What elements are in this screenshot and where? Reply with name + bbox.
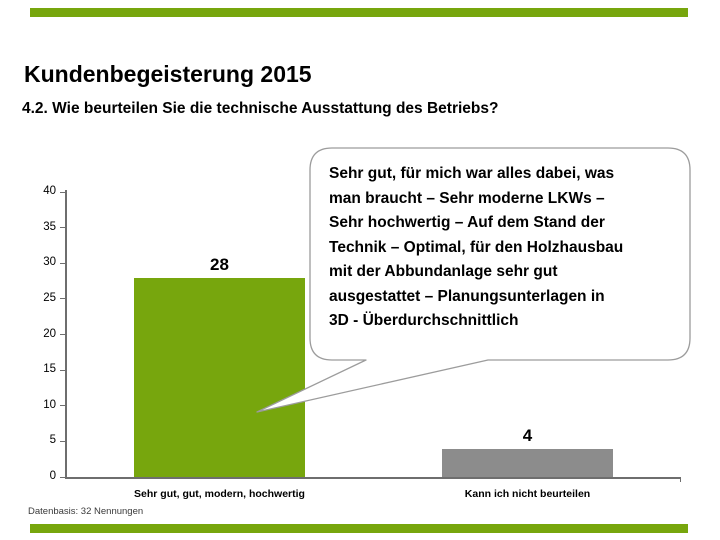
y-axis-tick-label: 30 [43,256,56,269]
y-axis-line [65,190,67,478]
y-axis-tick-label: 5 [49,434,56,447]
bar [442,448,613,477]
y-axis-tick-label: 15 [43,363,56,376]
bar [134,277,305,477]
y-axis-tick [60,405,65,407]
callout-quote-text: Sehr gut, für mich war alles dabei, was … [329,165,624,329]
y-axis-tick [60,262,65,264]
y-axis-tick [60,298,65,300]
top-accent-strip [30,8,688,17]
x-axis-end-tick [679,477,681,482]
y-axis-tick [60,369,65,371]
y-axis-tick [60,334,65,335]
y-axis-tick-label: 35 [43,220,56,233]
y-axis-tick-label: 10 [43,398,56,411]
y-axis-tick [60,227,65,229]
bar-value-label: 4 [522,425,533,445]
bar-value-label: 28 [210,254,229,274]
y-axis-tick-label: 25 [43,291,56,304]
data-basis-footnote: Datenbasis: 32 Nennungen [28,506,144,517]
y-axis-tick-label: 40 [43,185,56,197]
y-axis-tick [60,476,65,478]
y-axis-tick-label: 0 [49,470,56,482]
category-label: Sehr gut, gut, modern, hochwertig [134,488,305,500]
question-subtitle: 4.2. Wie beurteilen Sie die technische A… [22,100,499,117]
y-axis-tick [60,191,65,193]
x-axis-line [65,477,681,479]
slide-title: Kundenbegeisterung 2015 [24,61,312,87]
y-axis-tick [60,440,65,442]
y-axis-tick-label: 20 [43,327,56,340]
category-label: Kann ich nicht beurteilen [464,488,591,500]
bottom-accent-strip [30,524,688,533]
